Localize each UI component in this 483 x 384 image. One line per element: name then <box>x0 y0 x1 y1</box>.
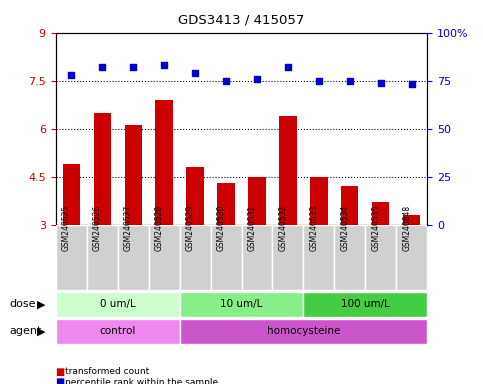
Text: GSM240848: GSM240848 <box>403 205 412 251</box>
Point <box>160 62 168 68</box>
Point <box>253 76 261 82</box>
Text: GSM240533: GSM240533 <box>310 205 319 251</box>
Text: dose: dose <box>10 299 36 310</box>
Bar <box>56 319 180 344</box>
Text: GSM240534: GSM240534 <box>341 205 350 251</box>
Point <box>129 64 137 70</box>
Point <box>315 78 323 84</box>
Text: GSM240530: GSM240530 <box>217 205 226 251</box>
Bar <box>403 215 421 225</box>
Text: GSM240527: GSM240527 <box>124 205 133 251</box>
Text: GSM240535: GSM240535 <box>372 205 381 251</box>
Point <box>408 81 416 88</box>
Text: ▶: ▶ <box>37 326 45 336</box>
Bar <box>62 164 80 225</box>
Text: 100 um/L: 100 um/L <box>341 299 390 310</box>
Text: agent: agent <box>10 326 42 336</box>
Point <box>284 64 292 70</box>
Point <box>67 72 75 78</box>
Text: GSM240525: GSM240525 <box>62 205 71 251</box>
Text: GDS3413 / 415057: GDS3413 / 415057 <box>178 13 305 26</box>
Point <box>377 79 385 86</box>
Bar <box>180 292 303 317</box>
Text: ▶: ▶ <box>37 299 45 310</box>
Bar <box>303 292 427 317</box>
Bar <box>303 225 334 290</box>
Bar <box>149 225 180 290</box>
Bar <box>372 202 389 225</box>
Bar <box>341 186 358 225</box>
Text: GSM240529: GSM240529 <box>186 205 195 251</box>
Bar <box>248 177 266 225</box>
Bar <box>242 225 272 290</box>
Bar <box>117 225 149 290</box>
Bar <box>217 183 235 225</box>
Bar <box>56 292 180 317</box>
Text: transformed count: transformed count <box>65 367 149 376</box>
Bar <box>180 225 211 290</box>
Point <box>98 64 106 70</box>
Text: GSM240526: GSM240526 <box>93 205 102 251</box>
Bar <box>180 319 427 344</box>
Bar <box>56 225 86 290</box>
Bar <box>397 225 427 290</box>
Text: homocysteine: homocysteine <box>267 326 340 336</box>
Text: percentile rank within the sample: percentile rank within the sample <box>65 378 218 384</box>
Text: control: control <box>99 326 136 336</box>
Text: GSM240528: GSM240528 <box>155 205 164 251</box>
Bar <box>86 225 117 290</box>
Text: ■: ■ <box>56 367 65 377</box>
Bar <box>156 100 172 225</box>
Bar <box>125 126 142 225</box>
Bar <box>211 225 242 290</box>
Bar <box>272 225 303 290</box>
Text: 0 um/L: 0 um/L <box>99 299 135 310</box>
Bar <box>94 113 111 225</box>
Text: GSM240532: GSM240532 <box>279 205 288 251</box>
Point <box>222 78 230 84</box>
Bar <box>311 177 327 225</box>
Bar <box>334 225 366 290</box>
Point <box>346 78 354 84</box>
Bar <box>186 167 203 225</box>
Text: ■: ■ <box>56 377 65 384</box>
Bar <box>280 116 297 225</box>
Text: GSM240531: GSM240531 <box>248 205 257 251</box>
Point <box>191 70 199 76</box>
Text: 10 um/L: 10 um/L <box>220 299 263 310</box>
Bar <box>366 225 397 290</box>
